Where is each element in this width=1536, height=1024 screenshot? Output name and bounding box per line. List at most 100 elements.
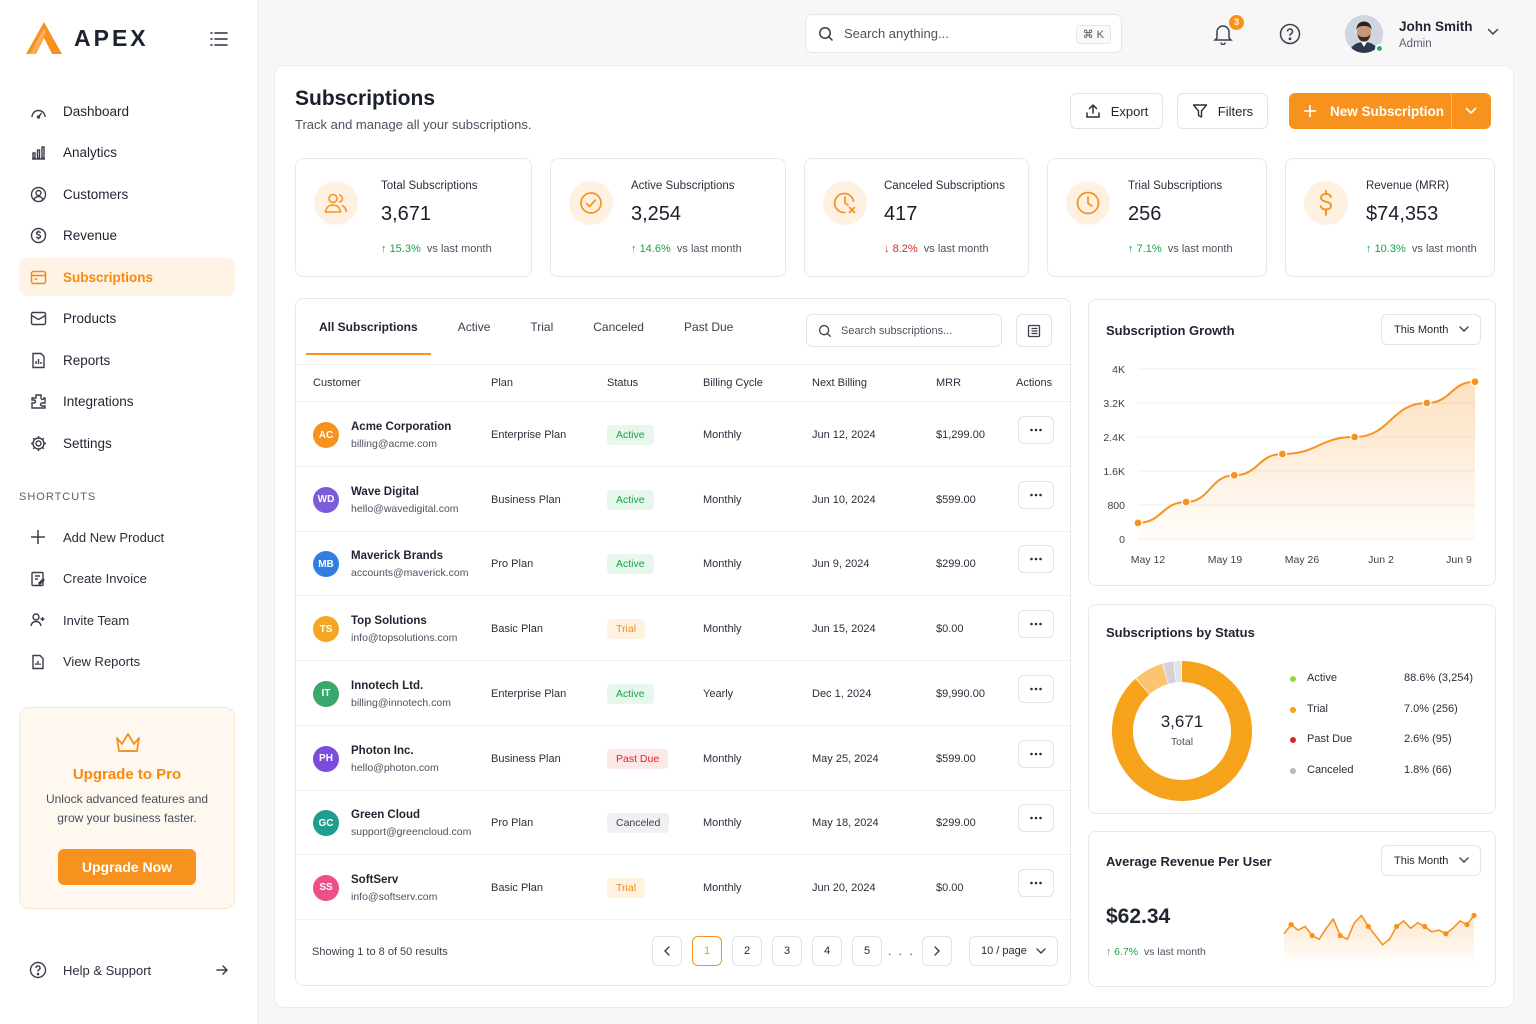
help-support-link[interactable]: Help & Support [29, 961, 229, 979]
legend-value: 1.8% (66) [1404, 763, 1452, 776]
y-tick-label: 3.2K [1103, 398, 1125, 410]
column-settings-icon[interactable] [1016, 314, 1052, 347]
table-row[interactable]: GC Green Cloud support@greencloud.com Pr… [296, 790, 1070, 856]
table-row[interactable]: IT Innotech Ltd. billing@innotech.com En… [296, 661, 1070, 726]
pagination-page-4[interactable]: 4 [812, 936, 842, 966]
avatar[interactable] [1345, 15, 1383, 53]
menu-toggle-icon[interactable] [209, 30, 229, 48]
donut-slice-past-due[interactable] [1162, 661, 1176, 684]
nav-item-settings[interactable]: Settings [19, 424, 235, 462]
arpu-delta-value: 6.7% [1114, 946, 1139, 958]
nav-item-subscriptions[interactable]: Subscriptions [19, 258, 235, 296]
tab-trial[interactable]: Trial [530, 320, 554, 334]
row-actions-button[interactable] [1018, 545, 1054, 574]
new-subscription-menu-chevron-icon[interactable] [1452, 107, 1490, 115]
pagination-page-1[interactable]: 1 [692, 936, 722, 966]
nav-item-products[interactable]: Products [19, 300, 235, 338]
stat-delta-value: 15.3% [389, 243, 421, 255]
table-row[interactable]: WD Wave Digital hello@wavedigital.com Bu… [296, 467, 1070, 532]
chevron-down-icon[interactable] [1487, 28, 1499, 36]
arpu-period-select[interactable]: This Month [1381, 845, 1481, 876]
nav-item-reports[interactable]: Reports [19, 341, 235, 379]
row-actions-button[interactable] [1018, 868, 1054, 897]
table-row[interactable]: AC Acme Corporation billing@acme.com Ent… [296, 402, 1070, 467]
customer-name[interactable]: SoftServ [351, 873, 399, 886]
growth-period-select[interactable]: This Month [1381, 314, 1481, 345]
customer-email: billing@innotech.com [351, 696, 451, 709]
shortcut-view-reports[interactable]: View Reports [19, 643, 235, 681]
customer-name[interactable]: Green Cloud [351, 809, 421, 822]
shortcut-add-new-product[interactable]: Add New Product [19, 518, 235, 556]
invoice-icon [29, 570, 47, 588]
upgrade-now-button[interactable]: Upgrade Now [58, 849, 196, 885]
tab-past-due[interactable]: Past Due [683, 320, 734, 334]
table-row[interactable]: PH Photon Inc. hello@photon.com Business… [296, 726, 1070, 791]
nav-item-dashboard[interactable]: Dashboard [19, 92, 235, 130]
donut-slice-canceled[interactable] [1174, 661, 1182, 683]
new-subscription-split-button: New Subscription [1289, 93, 1491, 129]
bell-icon[interactable] [1213, 23, 1233, 45]
per-page-select[interactable]: 10 / page [969, 936, 1058, 966]
table-search-input[interactable] [841, 324, 991, 337]
global-search[interactable]: ⌘ K [805, 14, 1122, 53]
pagination-page-2[interactable]: 2 [732, 936, 762, 966]
donut-slice-trial[interactable] [1136, 663, 1169, 695]
filters-button[interactable]: Filters [1177, 93, 1268, 129]
tab-all-subscriptions[interactable]: All Subscriptions [306, 299, 431, 355]
customer-name[interactable]: Acme Corporation [351, 421, 452, 433]
customer-name[interactable]: Innotech Ltd. [351, 679, 424, 692]
column-header-billing-cycle[interactable]: Billing Cycle [703, 377, 763, 389]
customer-name[interactable]: Maverick Brands [351, 550, 444, 563]
customer-name[interactable]: Wave Digital [351, 485, 419, 498]
more-horizontal-icon [1030, 881, 1042, 885]
customer-name[interactable]: Top Solutions [351, 615, 427, 628]
column-header-status[interactable]: Status [607, 377, 639, 389]
tab-active[interactable]: Active [457, 320, 491, 334]
column-header-plan[interactable]: Plan [491, 377, 514, 389]
help-icon[interactable] [1279, 23, 1301, 45]
nav-label: Products [63, 311, 117, 326]
x-tick-label: May 12 [1131, 554, 1166, 566]
row-actions-button[interactable] [1018, 416, 1054, 444]
brand-logo[interactable]: APEX [26, 22, 149, 54]
new-subscription-button[interactable]: New Subscription [1289, 93, 1452, 129]
row-actions-button[interactable] [1018, 610, 1054, 639]
pagination-prev-button[interactable] [652, 936, 682, 966]
customer-name[interactable]: Photon Inc. [351, 744, 414, 757]
nav-item-revenue[interactable]: Revenue [19, 217, 235, 255]
nav-item-customers[interactable]: Customers [19, 175, 235, 213]
export-button[interactable]: Export [1070, 93, 1163, 129]
row-actions-button[interactable] [1018, 739, 1054, 768]
page-subtitle: Track and manage all your subscriptions. [295, 117, 532, 132]
table-row[interactable]: TS Top Solutions info@topsolutions.com B… [296, 596, 1070, 662]
column-header-mrr[interactable]: MRR [936, 377, 962, 389]
table-search[interactable] [806, 314, 1002, 347]
table-row[interactable]: MB Maverick Brands accounts@maverick.com… [296, 531, 1070, 597]
pagination-page-3[interactable]: 3 [772, 936, 802, 966]
donut-slice-active[interactable] [1112, 661, 1252, 801]
growth-point [1422, 398, 1432, 408]
period-value: This Month [1394, 854, 1449, 867]
export-label: Export [1110, 103, 1149, 119]
nav-item-integrations[interactable]: Integrations [19, 383, 235, 421]
column-header-customer[interactable]: Customer [313, 377, 361, 389]
shortcut-invite-team[interactable]: Invite Team [19, 601, 235, 639]
global-search-input[interactable] [844, 26, 1054, 41]
shortcut-create-invoice[interactable]: Create Invoice [19, 560, 235, 598]
chevron-down-icon [1459, 326, 1469, 333]
growth-point [1133, 518, 1143, 528]
row-actions-button[interactable] [1018, 804, 1054, 833]
tab-canceled[interactable]: Canceled [593, 320, 644, 334]
pagination-page-5[interactable]: 5 [852, 936, 882, 966]
pagination-next-button[interactable] [922, 936, 952, 966]
billing-cycle-cell: Monthly [703, 817, 742, 830]
nav-item-analytics[interactable]: Analytics [19, 134, 235, 172]
row-actions-button[interactable] [1018, 480, 1054, 509]
row-actions-button[interactable] [1018, 674, 1054, 703]
column-header-next-billing[interactable]: Next Billing [812, 377, 868, 389]
table-row[interactable]: SS SoftServ info@softserv.com Basic Plan… [296, 855, 1070, 920]
mrr-cell: $299.00 [936, 558, 976, 571]
subscription-growth-card: Subscription Growth This Month 0 800 1.6K 2… [1088, 299, 1496, 586]
page-title: Subscriptions [295, 87, 436, 110]
next-billing-cell: Jun 20, 2024 [812, 881, 876, 894]
